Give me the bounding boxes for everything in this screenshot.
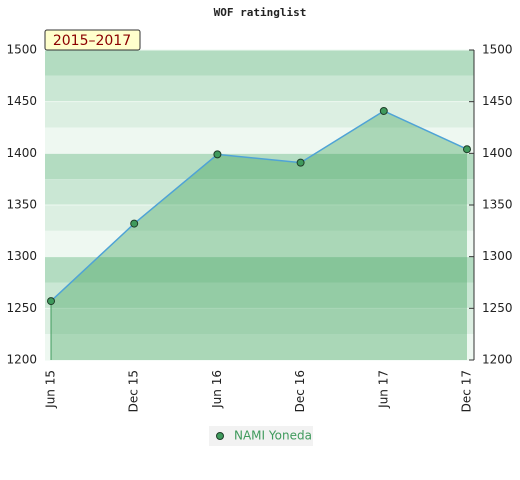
background-band bbox=[45, 50, 474, 76]
marker bbox=[47, 297, 55, 306]
background-band bbox=[45, 101, 474, 128]
y2-tick-label: 1450 bbox=[482, 94, 513, 108]
x-tick-label: Dec 16 bbox=[293, 370, 307, 412]
background-band bbox=[45, 256, 474, 283]
marker bbox=[130, 219, 139, 228]
background-band bbox=[45, 179, 474, 205]
area bbox=[51, 110, 467, 360]
legend-label: NAMI Yoneda bbox=[234, 429, 312, 443]
y-tick-label: 1500 bbox=[6, 43, 37, 57]
annotation-box bbox=[44, 29, 141, 51]
background-band bbox=[45, 230, 474, 257]
background-band bbox=[45, 282, 474, 309]
x-tick-label: Dec 15 bbox=[127, 370, 141, 412]
background-band bbox=[45, 308, 474, 335]
y2-tick-label: 1300 bbox=[482, 249, 513, 263]
marker bbox=[296, 158, 305, 167]
line bbox=[50, 110, 468, 302]
y2-tick-label: 1250 bbox=[482, 301, 513, 315]
y-tick-label: 1450 bbox=[6, 94, 37, 108]
marker bbox=[213, 150, 222, 159]
y-tick-label: 1400 bbox=[6, 146, 37, 160]
y2-tick-label: 1400 bbox=[482, 146, 513, 160]
background-band bbox=[45, 205, 474, 231]
x-tick-label: Jun 16 bbox=[210, 370, 224, 409]
background-band bbox=[45, 334, 474, 360]
y2-tick-label: 1200 bbox=[482, 353, 513, 367]
y-tick-label: 1200 bbox=[6, 353, 37, 367]
y-tick-label: 1300 bbox=[6, 249, 37, 263]
legend-marker bbox=[216, 432, 224, 440]
marker bbox=[379, 106, 388, 115]
y-tick-label: 1250 bbox=[6, 301, 37, 315]
y2-tick-label: 1500 bbox=[482, 43, 513, 57]
y2-tick-label: 1350 bbox=[482, 198, 513, 212]
annotation: 2015–2017 bbox=[53, 33, 131, 49]
chart-title: WOF ratinglist bbox=[214, 6, 307, 19]
background-band bbox=[45, 153, 474, 180]
background-band bbox=[45, 127, 474, 154]
x-tick-label: Jun 17 bbox=[376, 370, 390, 409]
background-band bbox=[45, 75, 474, 102]
legend bbox=[209, 426, 313, 446]
x-tick-label: Dec 17 bbox=[460, 370, 474, 412]
y-tick-label: 1350 bbox=[6, 198, 37, 212]
marker bbox=[463, 145, 471, 154]
x-tick-label: Jun 15 bbox=[44, 370, 58, 409]
